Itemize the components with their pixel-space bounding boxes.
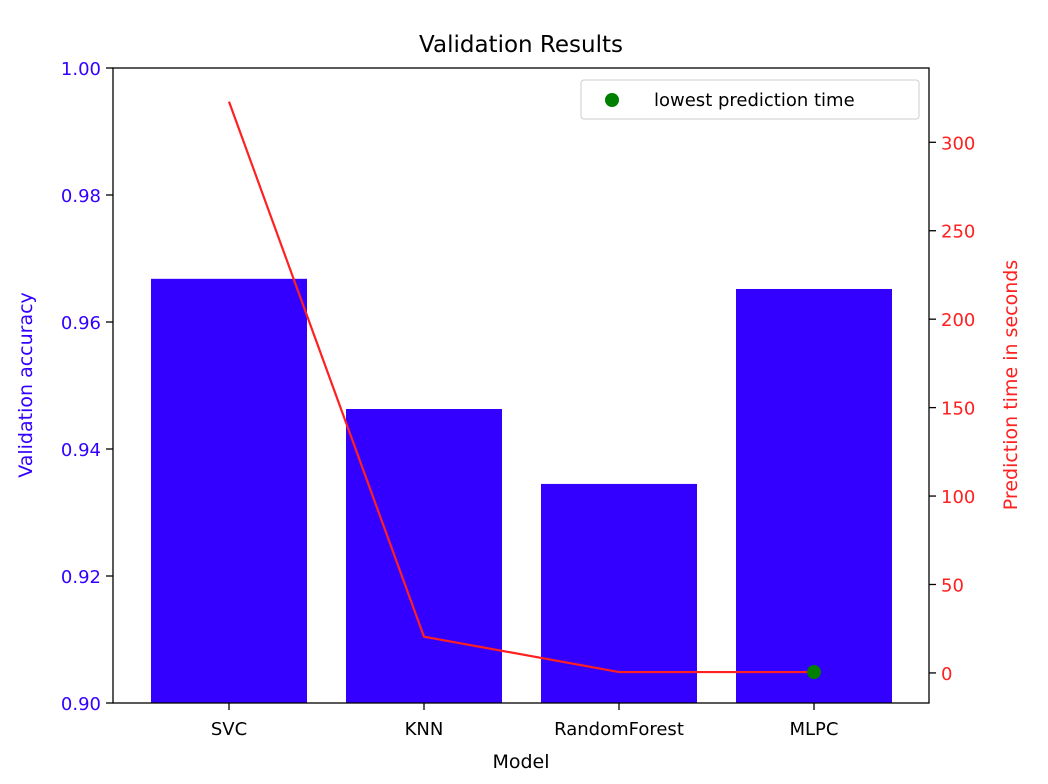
right-tick-label: 250 [941, 222, 975, 243]
x-tick-label: KNN [405, 719, 444, 740]
plot-frame [112, 67, 930, 704]
bar-randomforest [541, 483, 697, 703]
legend-box [580, 79, 920, 120]
prediction-time-line [227, 101, 814, 674]
left-tick-label: 0.96 [61, 313, 101, 334]
right-tick-label: 150 [941, 399, 975, 420]
left-axis-label: Validation accuracy [15, 292, 37, 478]
legend: lowest prediction time [580, 79, 920, 120]
x-tick-label: RandomForest [554, 719, 684, 740]
left-tick-label: 0.94 [61, 440, 101, 461]
bar-mlpc [736, 288, 892, 703]
left-tick-label: 0.90 [61, 694, 101, 715]
chart-title: Validation Results [419, 32, 623, 58]
bar-knn [346, 408, 502, 703]
lowest-prediction-time-point [807, 665, 821, 680]
right-tick-label: 100 [941, 487, 975, 508]
right-tick-label: 200 [941, 310, 975, 331]
left-tick-label: 1.00 [61, 59, 101, 80]
legend-label: lowest prediction time [654, 90, 855, 111]
right-tick-label: 300 [941, 133, 975, 154]
bar-svc [151, 278, 307, 703]
x-tick-label: SVC [211, 719, 247, 740]
left-tick-label: 0.92 [61, 567, 101, 588]
right-axis-label: Prediction time in seconds [1000, 260, 1022, 510]
legend-marker [605, 93, 619, 107]
x-axis-label: Model [492, 751, 549, 773]
right-tick-label: 0 [941, 664, 952, 685]
x-tick-label: MLPC [790, 719, 839, 740]
right-tick-label: 50 [941, 575, 964, 596]
left-tick-label: 0.98 [61, 186, 101, 207]
